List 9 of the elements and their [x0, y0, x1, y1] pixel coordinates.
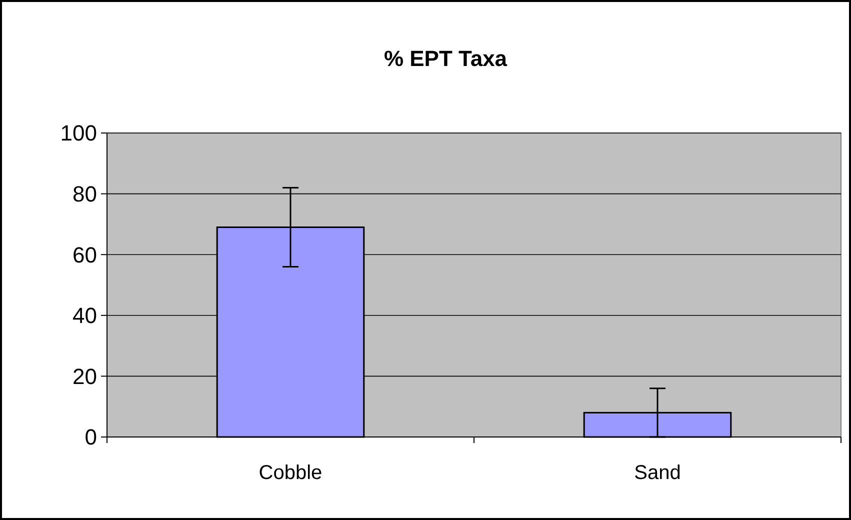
y-tick-label: 20 — [72, 364, 97, 389]
x-tick-label: Cobble — [258, 462, 322, 484]
y-tick-label: 60 — [72, 242, 97, 268]
y-tick-label: 40 — [72, 303, 97, 328]
y-tick-label: 80 — [72, 182, 97, 206]
y-tick-label: 0 — [84, 424, 97, 450]
y-tick-label: 100 — [60, 120, 97, 146]
x-tick-label: Sand — [634, 462, 681, 484]
chart-title: % EPT Taxa — [384, 46, 508, 71]
